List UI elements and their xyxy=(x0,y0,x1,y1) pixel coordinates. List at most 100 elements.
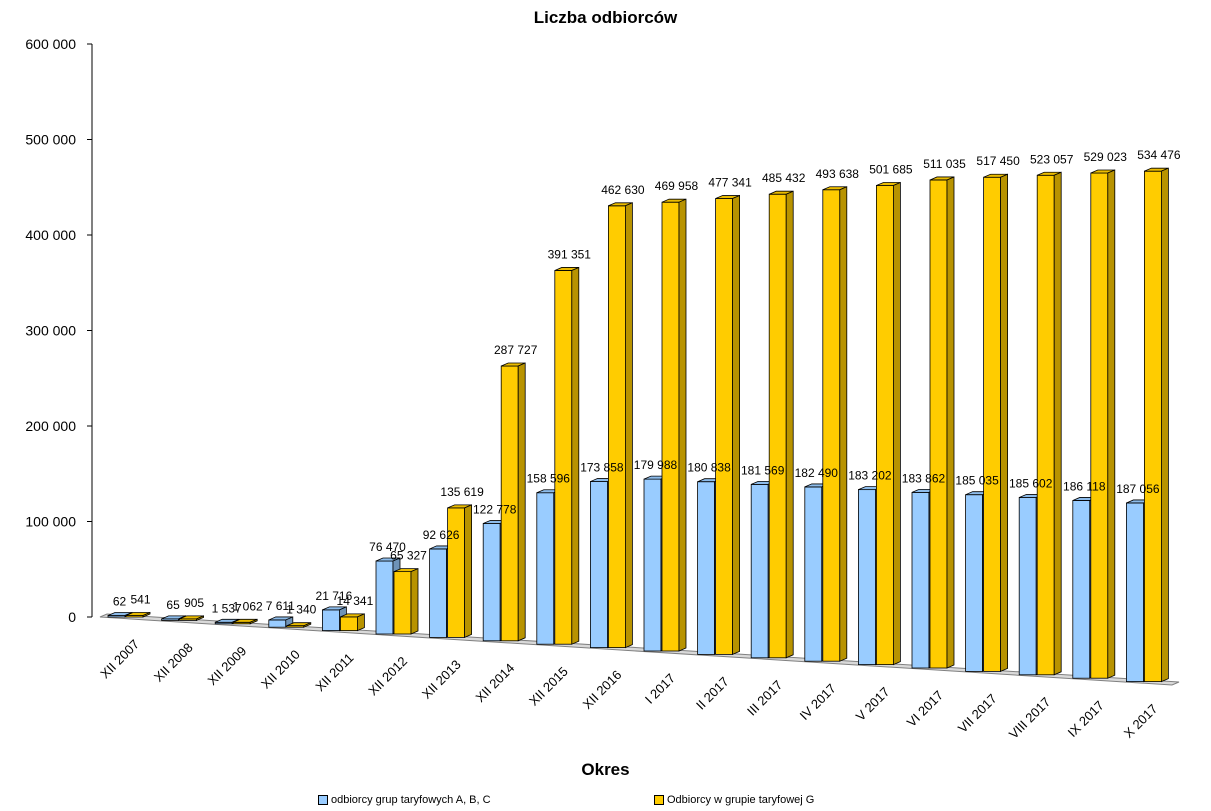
bar-g-side xyxy=(196,615,205,622)
chart-floor xyxy=(99,613,1180,686)
data-label-g: 511 035 xyxy=(923,157,966,171)
bar-g-side xyxy=(946,176,955,669)
data-label-abc: 183 862 xyxy=(902,471,946,485)
bar-g-side xyxy=(249,618,258,625)
data-label-abc: 1 537 xyxy=(212,601,242,615)
data-label-g: 501 685 xyxy=(869,162,913,176)
y-tick-label: 500 000 xyxy=(25,132,76,148)
x-tick-label: XII 2015 xyxy=(526,664,571,709)
data-label-g: 462 630 xyxy=(601,183,645,197)
bar-g xyxy=(876,185,894,665)
data-label-g: 1 062 xyxy=(233,599,263,613)
y-tick-label: 300 000 xyxy=(25,323,76,339)
bar-abc xyxy=(590,481,608,649)
x-tick-label: X 2017 xyxy=(1121,701,1161,741)
bar-abc xyxy=(643,478,662,652)
bar-g-side xyxy=(142,611,151,618)
bar-g-side xyxy=(303,622,312,628)
data-label-abc: 180 838 xyxy=(687,461,731,475)
data-label-abc: 21 716 xyxy=(316,589,353,603)
bar-g-side xyxy=(839,186,848,662)
bar-g xyxy=(339,616,358,632)
data-label-g: 65 327 xyxy=(390,549,427,563)
bar-g xyxy=(822,189,841,662)
legend-swatch-g xyxy=(654,795,664,805)
bar-abc xyxy=(1018,497,1037,676)
data-label-abc: 181 569 xyxy=(741,463,785,477)
legend-label-abc: odbiorcy grup taryfowych A, B, C xyxy=(331,794,491,806)
data-label-g: 517 450 xyxy=(976,154,1020,168)
bar-g xyxy=(768,193,787,659)
data-label-g: 485 432 xyxy=(762,171,806,185)
data-label-abc: 7 611 xyxy=(266,599,295,613)
x-tick-label: XII 2011 xyxy=(312,650,356,694)
x-tick-label: VIII 2017 xyxy=(1006,694,1053,741)
data-label-abc: 173 858 xyxy=(580,461,624,475)
x-tick-label: III 2017 xyxy=(744,677,785,718)
data-label-g: 523 057 xyxy=(1030,152,1074,166)
data-label-g: 541 xyxy=(130,593,150,607)
data-label-abc: 179 988 xyxy=(634,458,678,472)
data-label-g: 493 638 xyxy=(816,167,860,181)
bar-g xyxy=(1036,174,1055,676)
bar-abc xyxy=(482,523,501,642)
x-tick-label: VII 2017 xyxy=(955,691,1000,736)
x-tick-label: XII 2016 xyxy=(580,667,625,712)
bar-g-side xyxy=(410,568,419,635)
legend-label-g: Odbiorcy w grupie taryfowej G xyxy=(667,794,815,806)
x-tick-label: II 2017 xyxy=(693,674,732,713)
data-label-g: 529 023 xyxy=(1084,150,1128,164)
data-label-abc: 76 470 xyxy=(369,540,406,554)
data-label-abc: 186 118 xyxy=(1063,479,1106,493)
x-tick-label: XII 2013 xyxy=(419,657,464,702)
bar-abc xyxy=(1072,500,1091,679)
bar-g-side xyxy=(571,266,580,645)
x-tick-label: XII 2010 xyxy=(258,647,303,692)
data-label-g: 469 958 xyxy=(655,179,699,193)
chart-title: Liczba odbiorców xyxy=(533,8,678,27)
bar-g-side xyxy=(1053,171,1062,676)
x-axis-title: Okres xyxy=(581,760,630,779)
legend-swatch-abc xyxy=(318,795,328,805)
y-tick-label: 600 000 xyxy=(25,36,76,52)
data-label-abc: 183 202 xyxy=(848,469,892,483)
bar-g xyxy=(1144,170,1162,683)
x-tick-label: XII 2007 xyxy=(97,637,142,682)
bar-abc xyxy=(965,494,983,672)
data-label-abc: 185 602 xyxy=(1009,477,1053,491)
bar-abc xyxy=(268,619,287,628)
bar-abc xyxy=(321,609,340,631)
y-tick-label: 0 xyxy=(68,609,76,625)
bar-g-side xyxy=(732,194,740,656)
bar-abc xyxy=(750,484,769,659)
bar-abc xyxy=(858,489,876,666)
x-tick-label: XII 2009 xyxy=(204,643,249,688)
x-tick-label: XII 2012 xyxy=(365,654,410,699)
bar-abc xyxy=(375,560,394,635)
bar-g-side xyxy=(1107,169,1116,679)
bar-g-side xyxy=(625,202,633,649)
data-label-g: 1 340 xyxy=(286,603,316,617)
x-tick-label: XII 2014 xyxy=(472,660,517,705)
data-label-g: 905 xyxy=(184,596,204,610)
data-label-g: 477 341 xyxy=(708,176,752,190)
data-label-abc: 158 596 xyxy=(527,472,571,486)
legend-item-abc: odbiorcy grup taryfowych A, B, C xyxy=(318,794,491,806)
data-label-abc: 92 626 xyxy=(423,528,460,542)
x-tick-label: VI 2017 xyxy=(904,688,946,730)
bar-abc xyxy=(911,492,930,669)
data-label-g: 14 341 xyxy=(337,594,374,608)
y-tick-label: 100 000 xyxy=(25,514,76,530)
bar-g xyxy=(661,201,680,652)
bar-abc xyxy=(429,548,448,638)
bar-g xyxy=(1090,172,1109,679)
y-tick-label: 200 000 xyxy=(25,418,76,434)
x-tick-label: IX 2017 xyxy=(1065,698,1107,740)
bar-g xyxy=(554,270,573,645)
bar-abc xyxy=(536,492,555,645)
bar-g xyxy=(983,176,1001,672)
bar-g-side xyxy=(678,198,687,652)
data-label-abc: 65 xyxy=(166,598,180,612)
data-label-abc: 62 xyxy=(113,595,127,609)
